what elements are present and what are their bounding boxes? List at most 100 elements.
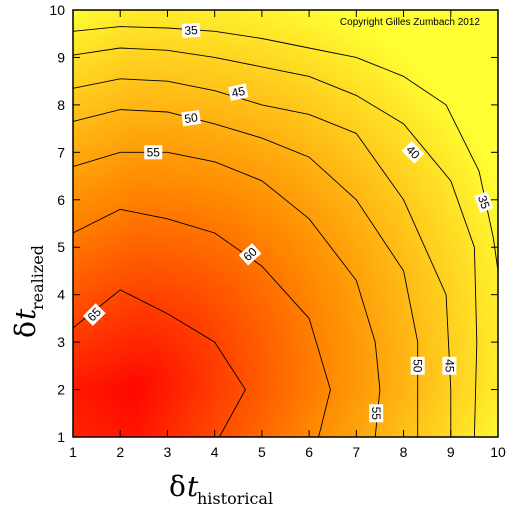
heat-cell [266,266,272,272]
heat-cell [276,380,282,386]
heat-cell [323,66,329,73]
heat-cell [106,261,112,267]
heat-cell [209,270,216,277]
heat-cell [328,247,334,253]
heat-cell [313,71,320,78]
heat-cell [162,304,169,310]
heat-cell [318,157,324,163]
heat-cell [77,280,84,286]
heat-cell [233,47,239,54]
heat-cell [266,133,272,139]
heat-cell [304,337,310,343]
heat-cell [243,280,249,286]
heat-cell [167,19,173,25]
heat-cell [148,403,154,410]
heat-cell [205,294,211,301]
heat-cell [323,19,329,25]
heat-cell [181,365,187,372]
heat-cell [134,251,140,258]
heat-cell [209,76,216,82]
heat-cell [209,195,216,201]
heat-cell [252,10,258,16]
heat-cell [285,43,291,49]
heat-cell [252,408,258,414]
heat-cell [209,294,216,301]
heat-cell [110,90,117,96]
heat-cell [195,256,202,263]
heat-cell [290,389,296,395]
heat-cell [294,237,301,244]
heat-cell [148,119,154,125]
heat-cell [91,237,98,244]
heat-cell [323,294,329,301]
heat-cell [294,337,301,343]
heat-cell [290,185,296,191]
heat-cell [87,95,93,101]
heat-cell [266,275,272,282]
heat-cell [304,142,310,149]
heat-cell [186,399,192,405]
heat-cell [313,299,320,305]
heat-cell [252,114,258,120]
heat-cell [247,427,254,433]
heat-cell [120,237,126,244]
heat-cell [176,66,183,73]
heat-cell [162,394,169,400]
heat-cell [313,413,320,419]
heat-cell [299,33,305,40]
heat-cell [91,109,98,115]
heat-cell [91,247,98,253]
heat-cell [101,190,107,196]
heat-cell [243,180,249,187]
heat-cell [309,365,315,372]
heat-cell [252,332,258,338]
heat-cell [219,313,225,319]
heat-cell [87,195,93,201]
heat-cell [115,47,121,54]
heat-cell [299,361,305,367]
heatmap-surface [73,10,498,437]
heat-cell [101,289,107,296]
heat-cell [257,332,263,338]
heat-cell [115,223,121,229]
heat-cell [238,389,244,395]
heat-cell [148,123,154,130]
heat-cell [261,128,268,134]
heat-cell [209,66,216,73]
heat-cell [219,275,225,282]
heat-cell [261,38,268,44]
heat-cell [162,195,169,201]
heat-cell [214,128,220,134]
heat-cell [158,195,164,201]
heat-cell [176,218,183,225]
heat-cell [129,403,135,410]
heat-cell [294,119,301,125]
heat-cell [129,218,135,225]
heat-cell [285,195,291,201]
heat-cell [304,351,310,357]
heat-cell [290,280,296,286]
heat-cell [233,427,239,433]
heat-cell [261,47,268,54]
heat-cell [143,289,150,296]
heat-cell [172,28,178,35]
heat-cell [186,237,192,244]
heat-cell [73,138,79,144]
heat-cell [200,142,206,149]
heat-cell [257,389,263,395]
heat-cell [309,413,315,419]
heat-cell [96,242,102,248]
heat-cell [167,280,173,286]
heat-cell [304,323,310,329]
heat-cell [224,337,230,343]
heat-cell [290,138,296,144]
heat-cell [124,356,131,362]
heat-cell [176,289,183,296]
heat-cell [96,114,102,120]
heat-cell [233,209,239,215]
heat-cell [233,223,239,229]
heat-cell [158,247,164,253]
heat-cell [158,76,164,82]
heat-cell [209,185,216,191]
heat-cell [261,142,268,149]
